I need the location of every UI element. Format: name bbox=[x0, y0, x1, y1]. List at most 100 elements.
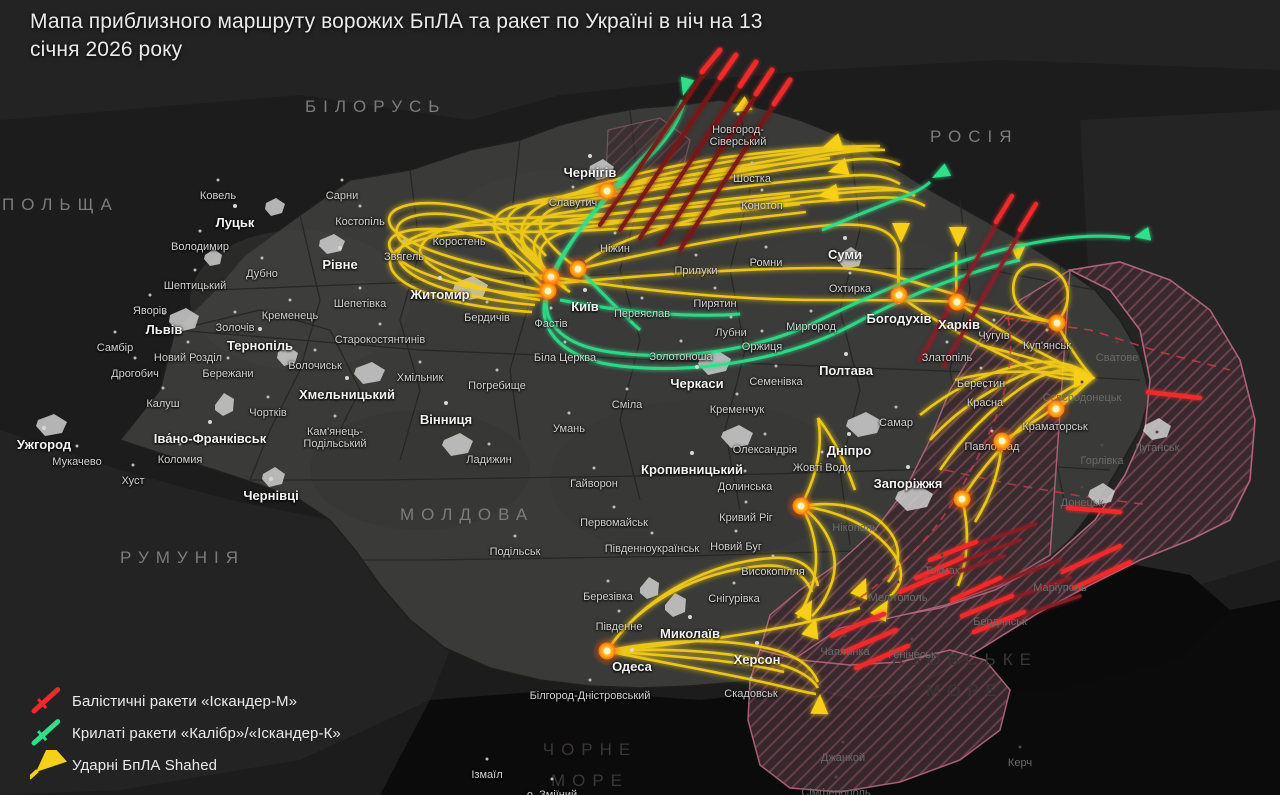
city-dot bbox=[113, 330, 117, 334]
city-dot bbox=[650, 531, 654, 535]
city-dot bbox=[266, 395, 270, 399]
city-dot bbox=[333, 414, 337, 418]
city-dot bbox=[732, 581, 736, 585]
city-dot bbox=[216, 178, 220, 182]
city-dot bbox=[841, 740, 845, 744]
city-dot bbox=[606, 579, 610, 583]
city-dot bbox=[1045, 328, 1049, 332]
city-dot bbox=[844, 352, 848, 356]
city-dot bbox=[485, 757, 489, 761]
city-dot bbox=[1080, 380, 1084, 384]
city-dot bbox=[613, 231, 617, 235]
city-dot bbox=[571, 185, 575, 189]
city-dot bbox=[588, 678, 592, 682]
city-dot bbox=[131, 463, 135, 467]
city-dot bbox=[847, 432, 851, 436]
city-dot bbox=[1100, 443, 1104, 447]
city-dot bbox=[1155, 430, 1159, 434]
city-dot bbox=[438, 276, 442, 280]
city-dot bbox=[402, 239, 406, 243]
city-dot bbox=[979, 366, 983, 370]
city-dot bbox=[485, 300, 489, 304]
city-dot bbox=[744, 500, 748, 504]
city-dot bbox=[957, 306, 961, 310]
city-dot bbox=[630, 648, 634, 652]
city-dot bbox=[853, 510, 857, 514]
city-dot bbox=[750, 161, 754, 165]
city-dot bbox=[148, 293, 152, 297]
city-dot bbox=[178, 442, 182, 446]
city-dot bbox=[695, 365, 699, 369]
city-dot bbox=[563, 340, 567, 344]
city-dot bbox=[513, 534, 517, 538]
city-dot bbox=[186, 340, 190, 344]
legend-row: Крилаті ракети «Калібр»/«Іскандер-К» bbox=[30, 717, 341, 749]
city-dot bbox=[640, 296, 644, 300]
city-dot bbox=[313, 348, 317, 352]
city-dot bbox=[760, 329, 764, 333]
city-dot bbox=[625, 387, 629, 391]
city-dot bbox=[269, 477, 273, 481]
city-dot bbox=[550, 777, 554, 781]
city-dot bbox=[288, 298, 292, 302]
city-dot bbox=[992, 318, 996, 322]
city-dot bbox=[345, 376, 349, 380]
city-dot bbox=[1018, 745, 1022, 749]
cruise-arrowheads bbox=[680, 76, 1152, 241]
city-dot bbox=[226, 356, 230, 360]
shahed-drone-icon bbox=[27, 742, 72, 780]
city-dot bbox=[592, 466, 596, 470]
city-dot bbox=[894, 405, 898, 409]
city-dot bbox=[897, 300, 901, 304]
city-dot bbox=[983, 385, 987, 389]
city-dot bbox=[162, 311, 166, 315]
city-dot bbox=[583, 288, 587, 292]
map-legend: Балістичні ракети «Іскандер-М» Крилаті ра… bbox=[27, 685, 341, 781]
ballistic-missile-tracks bbox=[598, 47, 1203, 671]
city-dot bbox=[694, 253, 698, 257]
city-dot bbox=[843, 634, 847, 638]
city-dot bbox=[418, 360, 422, 364]
city-dot bbox=[743, 469, 747, 473]
legend-label: Ударні БпЛА Shahed bbox=[72, 756, 218, 774]
city-dot bbox=[713, 286, 717, 290]
city-dot bbox=[133, 356, 137, 360]
city-dot bbox=[688, 615, 692, 619]
city-dot bbox=[690, 451, 694, 455]
city-dot bbox=[198, 229, 202, 233]
city-dot bbox=[848, 271, 852, 275]
city-dot bbox=[896, 580, 900, 584]
legend-label: Балістичні ракети «Іскандер-М» bbox=[72, 692, 298, 710]
city-dot bbox=[340, 178, 344, 182]
cruise-missile-icon bbox=[30, 718, 72, 748]
city-dot bbox=[567, 411, 571, 415]
city-dot bbox=[990, 429, 994, 433]
city-dot bbox=[75, 444, 79, 448]
ballistic-missile-icon bbox=[30, 686, 72, 716]
city-dot bbox=[444, 401, 448, 405]
city-dot bbox=[735, 392, 739, 396]
city-dot bbox=[906, 465, 910, 469]
city-dot bbox=[755, 641, 759, 645]
city-dot bbox=[588, 154, 592, 158]
city-dot bbox=[612, 505, 616, 509]
city-dot bbox=[910, 637, 914, 641]
city-dot bbox=[260, 256, 264, 260]
legend-row: Балістичні ракети «Іскандер-М» bbox=[30, 685, 341, 717]
drone-arrowheads bbox=[733, 96, 1096, 715]
city-dot bbox=[736, 112, 740, 116]
city-dot bbox=[764, 245, 768, 249]
city-dot bbox=[358, 204, 362, 208]
city-dot bbox=[161, 386, 165, 390]
city-dot bbox=[734, 529, 738, 533]
city-dot bbox=[729, 315, 733, 319]
city-dot bbox=[763, 432, 767, 436]
city-dot bbox=[843, 236, 847, 240]
city-dot bbox=[258, 327, 262, 331]
city-dot bbox=[233, 310, 237, 314]
city-dot bbox=[358, 286, 362, 290]
city-dot bbox=[945, 340, 949, 344]
